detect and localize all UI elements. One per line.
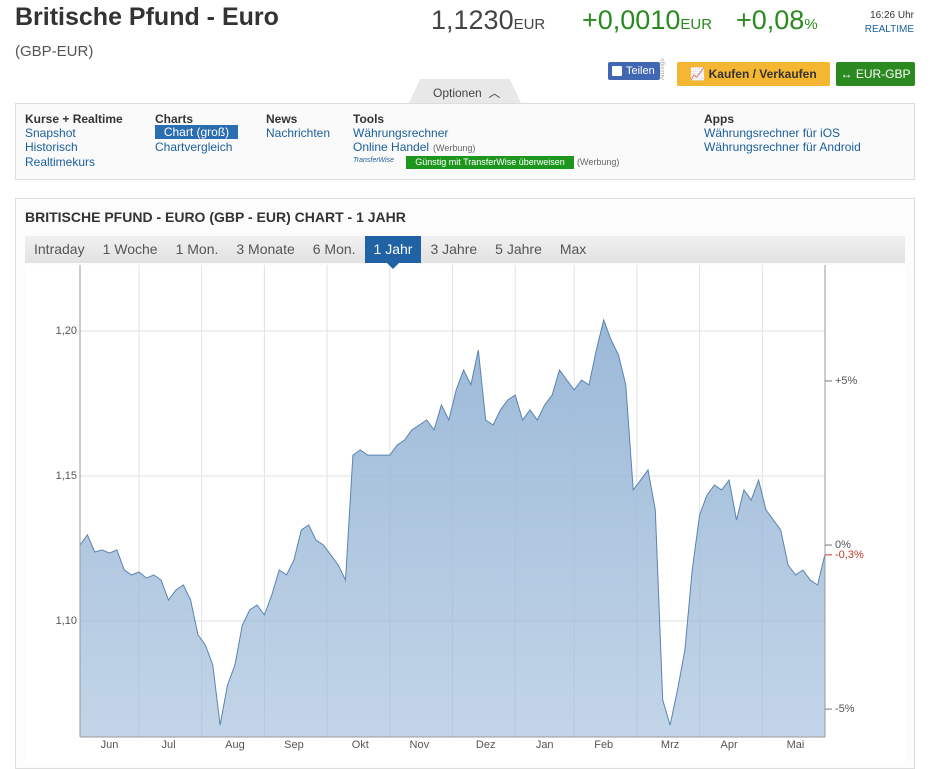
- time: 16:26 Uhr: [870, 10, 914, 21]
- active-caret: [387, 263, 399, 269]
- range-tab[interactable]: Intraday: [34, 241, 85, 257]
- realtime: REALTIME: [864, 24, 914, 35]
- nav-link[interactable]: Währungsrechner für iOS: [704, 126, 841, 140]
- x-tick-label: Okt: [352, 739, 369, 751]
- nav-link[interactable]: Snapshot: [25, 126, 76, 140]
- options-text: Optionen: [433, 86, 482, 100]
- x-tick-label: Mai: [787, 739, 805, 751]
- y2-tick-label: +5%: [835, 375, 858, 387]
- y-tick-label: 1,20: [56, 325, 77, 337]
- change-pct: +0,08%: [736, 5, 818, 36]
- range-tab[interactable]: Max: [559, 241, 587, 257]
- nav-heading: Charts: [155, 112, 194, 126]
- nav-heading: News: [266, 112, 298, 126]
- price: 1,1230EUR: [431, 5, 545, 36]
- nav-heading: Apps: [704, 112, 734, 126]
- range-tab[interactable]: 5 Jahre: [495, 241, 542, 257]
- chart: 1,10 1,15 1,20 Jun Jul Aug Sep Okt Nov Dez Jan Feb M…: [25, 265, 905, 765]
- range-tab[interactable]: 3 Jahre: [430, 241, 478, 257]
- y-tick-label: 1,10: [56, 615, 77, 627]
- line: [79, 318, 826, 726]
- nav-link[interactable]: Online Handel: [353, 140, 430, 154]
- promo-banner[interactable]: Günstig mit TransferWise überweisen: [406, 156, 574, 169]
- fb-icon: [612, 66, 622, 76]
- price-unit: EUR: [513, 16, 546, 33]
- ad-note: (Werbung): [577, 157, 620, 167]
- nav-link[interactable]: Realtimekurs: [25, 155, 96, 169]
- x-tick-label: Jan: [536, 739, 554, 751]
- x-tick-label: Nov: [410, 739, 430, 751]
- range-tab[interactable]: 1 Jahr: [364, 236, 422, 263]
- y2-marker-label: -0,3%: [835, 549, 864, 561]
- range-tab[interactable]: 1 Mon.: [175, 241, 219, 257]
- pct-unit: %: [804, 16, 818, 33]
- nav-link-active[interactable]: Chart (groß): [155, 125, 238, 139]
- trade-text: Kaufen / Verkaufen: [708, 67, 817, 81]
- change-pct-value: +0,08: [736, 5, 805, 35]
- area: [80, 320, 825, 737]
- x-tick-label: Jul: [161, 739, 175, 751]
- nav-link[interactable]: Währungsrechner: [353, 126, 449, 140]
- nav-heading: Tools: [353, 112, 385, 126]
- nav-link[interactable]: Nachrichten: [266, 126, 331, 140]
- change: +0,0010EUR: [582, 5, 712, 36]
- nav-link[interactable]: Chartvergleich: [155, 140, 233, 154]
- y2-tick-label: 0%: [835, 539, 851, 551]
- ad-label: Anzeige: [660, 58, 666, 80]
- nav-link[interactable]: Historisch: [25, 140, 78, 154]
- x-tick-label: Feb: [594, 739, 613, 751]
- y-tick-label: 1,15: [56, 470, 77, 482]
- price-value: 1,1230: [431, 5, 514, 35]
- pair-button[interactable]: ↔ EUR-GBP: [836, 62, 915, 86]
- chart-title: BRITISCHE PFUND - EURO (GBP - EUR) CHART…: [25, 209, 406, 225]
- range-tab[interactable]: 6 Mon.: [312, 241, 356, 257]
- symbol: (GBP-EUR): [15, 43, 94, 60]
- x-tick-label: Sep: [284, 739, 304, 751]
- trade-button[interactable]: 📈 Kaufen / Verkaufen: [677, 62, 830, 86]
- range-tab[interactable]: 1 Woche: [102, 241, 158, 257]
- options-tab[interactable]: [409, 79, 521, 103]
- change-unit: EUR: [680, 16, 713, 33]
- pair-text: EUR-GBP: [855, 67, 911, 81]
- nav-link[interactable]: Währungsrechner für Android: [704, 140, 861, 154]
- options-label[interactable]: Optionen ︿: [433, 86, 501, 100]
- x-tick-label: Jun: [101, 739, 119, 751]
- promo-logo[interactable]: TransferWise: [353, 157, 395, 164]
- change-value: +0,0010: [582, 5, 681, 35]
- y2-tick-label: -5%: [835, 703, 855, 715]
- x-tick-label: Apr: [721, 739, 738, 751]
- range-tab[interactable]: 3 Monate: [236, 241, 295, 257]
- x-tick-label: Dez: [476, 739, 496, 751]
- nav-heading: Kurse + Realtime: [25, 112, 123, 126]
- x-tick-label: Mrz: [661, 739, 679, 751]
- x-tick-label: Aug: [225, 739, 245, 751]
- tab-bar: [25, 236, 905, 263]
- ad-note: (Werbung): [433, 143, 476, 153]
- title: Britische Pfund - Euro: [15, 3, 279, 31]
